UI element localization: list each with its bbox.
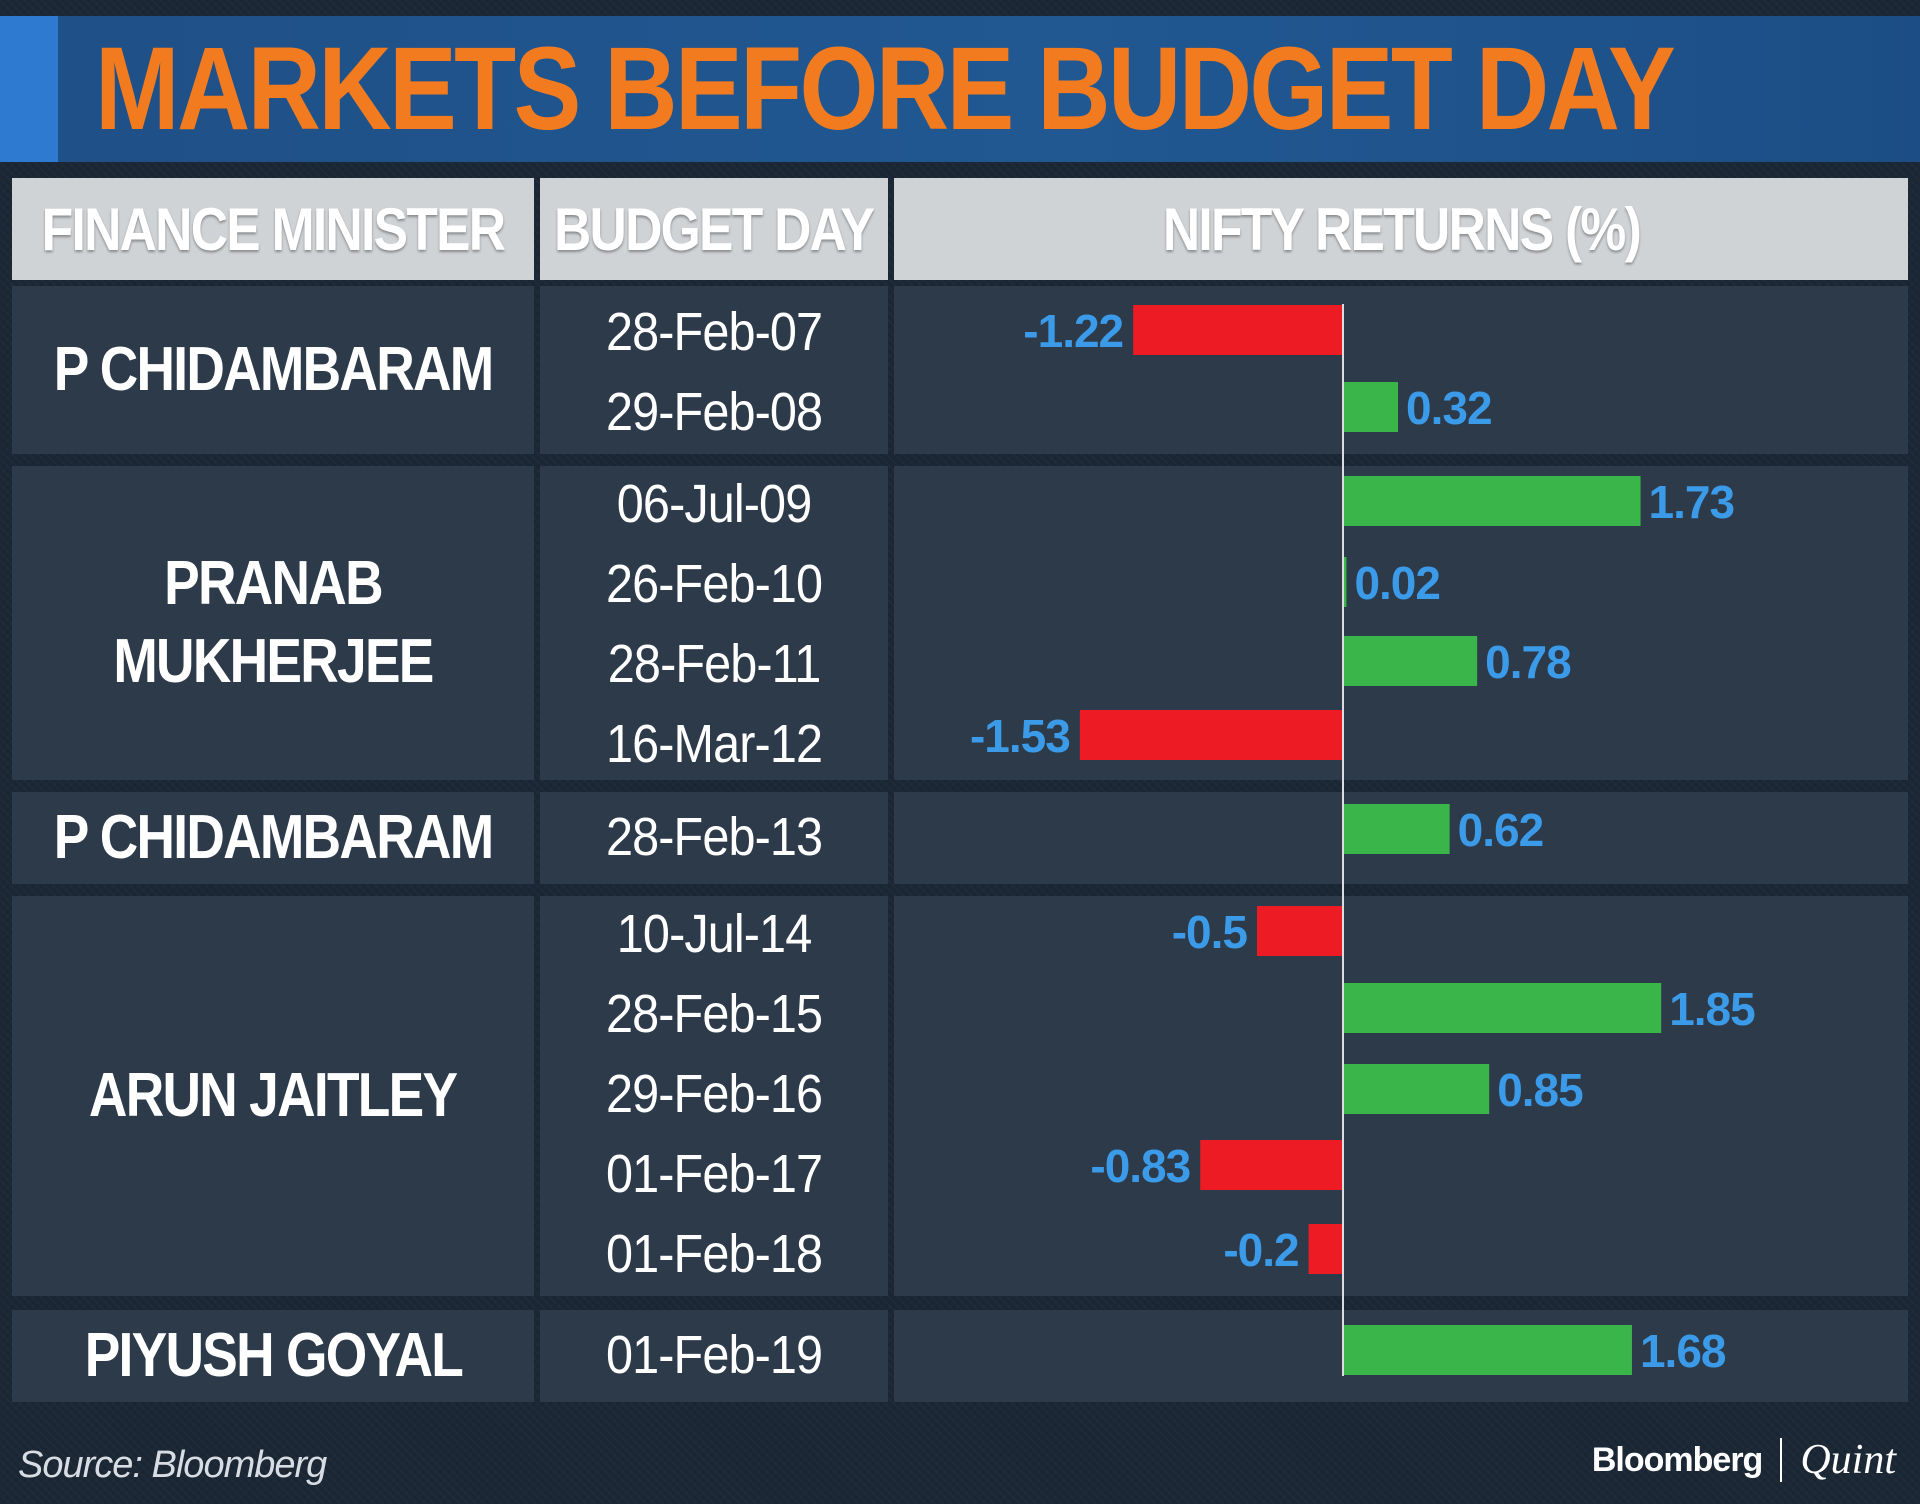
budget-date-label: 01-Feb-19 [605,1325,823,1385]
value-label-01-Feb-19: 1.68 [1640,1325,1726,1377]
minister-name: PIYUSH GOYAL [12,1310,534,1402]
bar-26-Feb-10 [1343,557,1347,607]
chart-cell [894,286,1908,454]
header-budget-day-label: BUDGET DAY [554,195,875,263]
minister-name-label: P CHIDAMBARAM [53,803,494,872]
header-nifty-returns: NIFTY RETURNS (%) [894,178,1908,280]
source-note: Source: Bloomberg [18,1444,327,1486]
budget-date-label: 01-Feb-17 [605,1144,823,1204]
budget-date: 29-Feb-08 [540,372,888,452]
bar-10-Jul-14 [1257,906,1343,956]
bar-29-Feb-16 [1343,1064,1490,1114]
minister-name-label: PIYUSH GOYAL [84,1321,463,1390]
budget-date-label: 29-Feb-08 [605,382,823,442]
minister-cell [12,792,534,884]
minister-name: PRANAB MUKHERJEE [32,466,514,780]
minister-cell [12,896,534,1296]
bar-29-Feb-08 [1343,382,1399,432]
minister-cell [12,466,534,780]
page-title: MARKETS BEFORE BUDGET DAY [95,23,1676,155]
budget-date-label: 01-Feb-18 [605,1224,823,1284]
bar-01-Feb-18 [1308,1224,1343,1274]
title-bar: MARKETS BEFORE BUDGET DAY [0,16,1920,162]
header-budget-day: BUDGET DAY [540,178,888,280]
minister-cell [12,286,534,454]
header-finance-minister: FINANCE MINISTER [12,178,534,280]
budget-date-label: 28-Feb-13 [605,807,823,867]
budget-date: 16-Mar-12 [540,704,888,784]
budget-date-label: 10-Jul-14 [616,904,812,964]
budget-date: 06-Jul-09 [540,464,888,544]
quint-wordmark: Quint [1800,1437,1896,1483]
brand-divider [1780,1438,1783,1482]
value-label-29-Feb-08: 0.32 [1406,382,1492,434]
minister-name: P CHIDAMBARAM [12,792,534,884]
budget-date-label: 28-Feb-11 [607,634,821,694]
brand-logo: Bloomberg Quint [1592,1436,1896,1484]
date-cell [540,286,888,454]
budget-date-label: 29-Feb-16 [605,1064,823,1124]
budget-date: 28-Feb-11 [540,624,888,704]
budget-date-label: 28-Feb-15 [605,984,823,1044]
budget-date: 28-Feb-07 [540,292,888,372]
budget-date-label: 26-Feb-10 [605,554,823,614]
bloomberg-wordmark: Bloomberg [1591,1440,1763,1479]
budget-date-label: 16-Mar-12 [605,714,823,774]
bar-28-Feb-07 [1133,305,1343,355]
value-label-28-Feb-11: 0.78 [1485,636,1571,688]
bar-01-Feb-17 [1200,1140,1343,1190]
date-cell [540,466,888,780]
value-label-16-Mar-12: -1.53 [970,710,1070,762]
value-label-29-Feb-16: 0.85 [1497,1064,1583,1116]
minister-name: ARUN JAITLEY [12,896,534,1296]
value-label-01-Feb-17: -0.83 [1090,1140,1190,1192]
budget-date: 28-Feb-13 [540,797,888,877]
budget-date-label: 06-Jul-09 [616,474,812,534]
value-label-28-Feb-07: -1.22 [1023,305,1123,357]
value-label-06-Jul-09: 1.73 [1649,476,1735,528]
header-finance-minister-label: FINANCE MINISTER [41,195,506,263]
value-label-01-Feb-18: -0.2 [1223,1224,1298,1276]
budget-date: 01-Feb-18 [540,1214,888,1294]
minister-name: P CHIDAMBARAM [12,286,534,454]
budget-date: 10-Jul-14 [540,894,888,974]
value-label-28-Feb-13: 0.62 [1458,804,1544,856]
header-nifty-returns-label: NIFTY RETURNS (%) [1162,195,1641,263]
budget-date: 28-Feb-15 [540,974,888,1054]
budget-date: 26-Feb-10 [540,544,888,624]
budget-date-label: 28-Feb-07 [605,302,823,362]
bar-06-Jul-09 [1343,476,1641,526]
minister-name-label: ARUN JAITLEY [89,1061,458,1130]
date-cell [540,792,888,884]
title-accent [0,16,58,162]
date-cell [540,1310,888,1402]
budget-date: 29-Feb-16 [540,1054,888,1134]
minister-cell [12,1310,534,1402]
budget-date: 01-Feb-17 [540,1134,888,1214]
bar-28-Feb-15 [1343,983,1662,1033]
minister-name-label: PRANAB MUKHERJEE [113,549,434,696]
bar-16-Mar-12 [1079,710,1343,760]
value-label-28-Feb-15: 1.85 [1669,983,1755,1035]
bar-28-Feb-11 [1343,636,1478,686]
value-label-26-Feb-10: 0.02 [1354,557,1440,609]
budget-date: 01-Feb-19 [540,1315,888,1395]
date-cell [540,896,888,1296]
bar-01-Feb-19 [1343,1325,1632,1375]
minister-name-label: P CHIDAMBARAM [53,335,494,404]
value-label-10-Jul-14: -0.5 [1172,906,1248,958]
bar-28-Feb-13 [1343,804,1450,854]
